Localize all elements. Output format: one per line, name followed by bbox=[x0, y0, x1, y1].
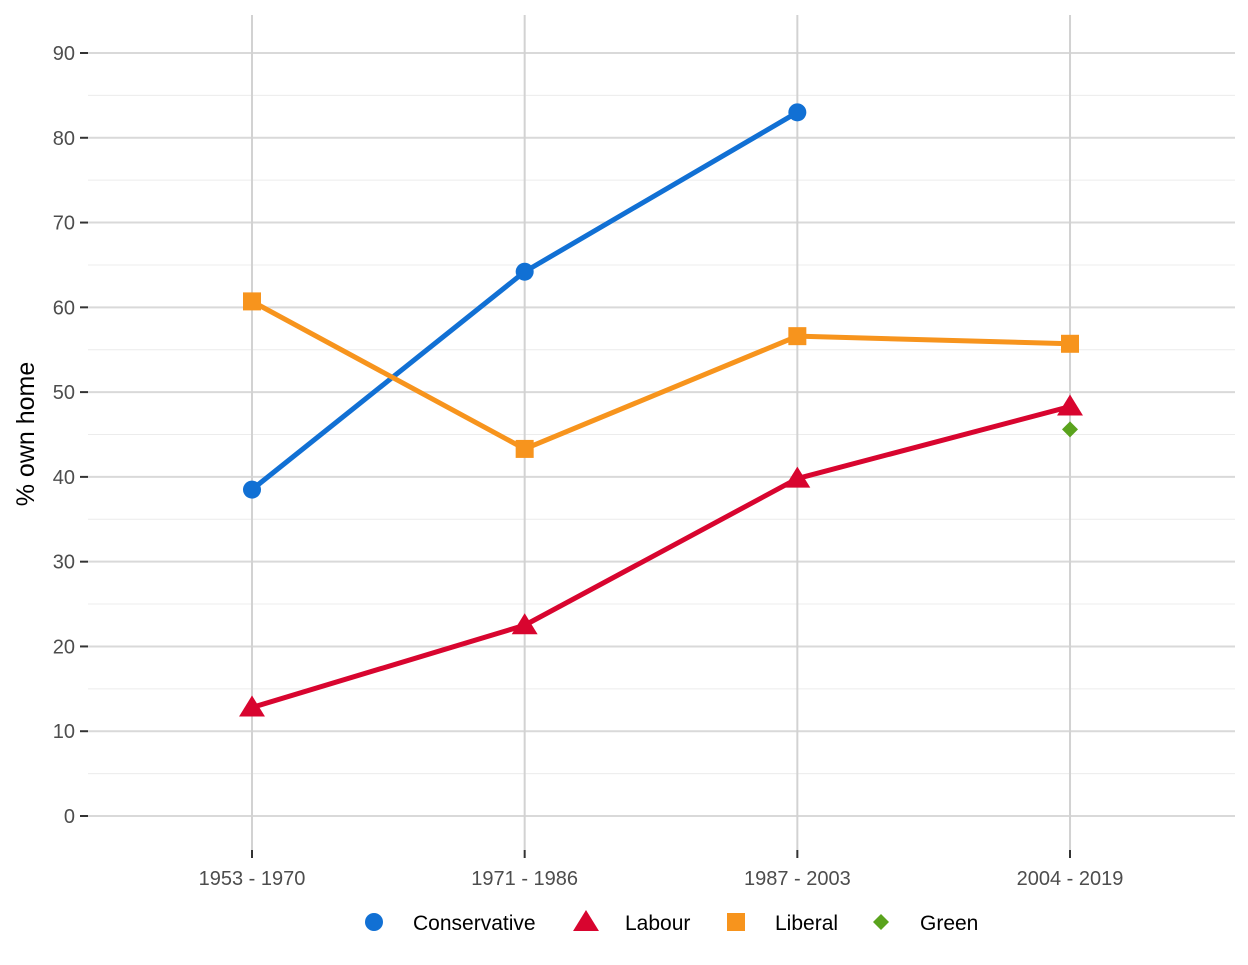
legend-item-green: Green bbox=[873, 912, 978, 935]
y-axis-title: % own home bbox=[12, 362, 40, 507]
y-tick-label: 50 bbox=[53, 382, 75, 404]
y-tick-label: 60 bbox=[53, 297, 75, 319]
data-point-labour bbox=[511, 613, 538, 635]
y-tick-label: 30 bbox=[53, 552, 75, 574]
y-tick-label: 0 bbox=[64, 806, 75, 828]
legend: Conservative Labour Liberal Green bbox=[365, 910, 978, 935]
y-tick-label: 70 bbox=[53, 213, 75, 235]
y-tick-label: 40 bbox=[53, 467, 75, 489]
data-point-green bbox=[1062, 421, 1079, 438]
data-point-liberal bbox=[243, 292, 261, 311]
legend-item-labour: Labour bbox=[573, 910, 690, 935]
data-point-conservative bbox=[243, 480, 261, 499]
legend-label-green: Green bbox=[920, 912, 978, 935]
axes: 0 10 20 30 40 50 60 70 80 90 1953 - 1970 1971 - 198… bbox=[53, 43, 1124, 890]
series-line-liberal bbox=[250, 299, 1071, 452]
series-line-labour bbox=[251, 404, 1071, 710]
x-tick-label: 1987 - 2003 bbox=[744, 868, 851, 890]
data-point-labour bbox=[784, 466, 811, 488]
y-tick-label: 90 bbox=[53, 43, 75, 65]
legend-marker-liberal bbox=[727, 913, 745, 931]
x-tick-label: 1953 - 1970 bbox=[199, 868, 306, 890]
y-tick-label: 10 bbox=[53, 721, 75, 743]
legend-marker-green bbox=[873, 914, 889, 930]
data-point-labour bbox=[239, 695, 265, 717]
y-tick-label: 80 bbox=[53, 128, 75, 150]
legend-item-conservative: Conservative bbox=[365, 912, 536, 935]
legend-label-labour: Labour bbox=[625, 912, 690, 935]
legend-label-conservative: Conservative bbox=[413, 912, 536, 935]
x-tick-label: 2004 - 2019 bbox=[1017, 868, 1124, 890]
series bbox=[239, 103, 1083, 717]
data-point-liberal bbox=[1061, 334, 1080, 353]
legend-item-liberal: Liberal bbox=[727, 912, 838, 935]
x-tick-label: 1971 - 1986 bbox=[471, 868, 578, 890]
data-point-liberal bbox=[515, 439, 534, 458]
legend-label-liberal: Liberal bbox=[775, 912, 838, 935]
data-point-conservative bbox=[788, 103, 807, 122]
legend-marker-conservative bbox=[365, 913, 383, 931]
legend-marker-labour bbox=[573, 910, 599, 931]
grid bbox=[88, 15, 1235, 850]
data-point-labour bbox=[1057, 394, 1083, 416]
y-tick-label: 20 bbox=[53, 636, 75, 658]
data-point-liberal bbox=[788, 327, 807, 346]
data-point-conservative bbox=[515, 262, 534, 281]
